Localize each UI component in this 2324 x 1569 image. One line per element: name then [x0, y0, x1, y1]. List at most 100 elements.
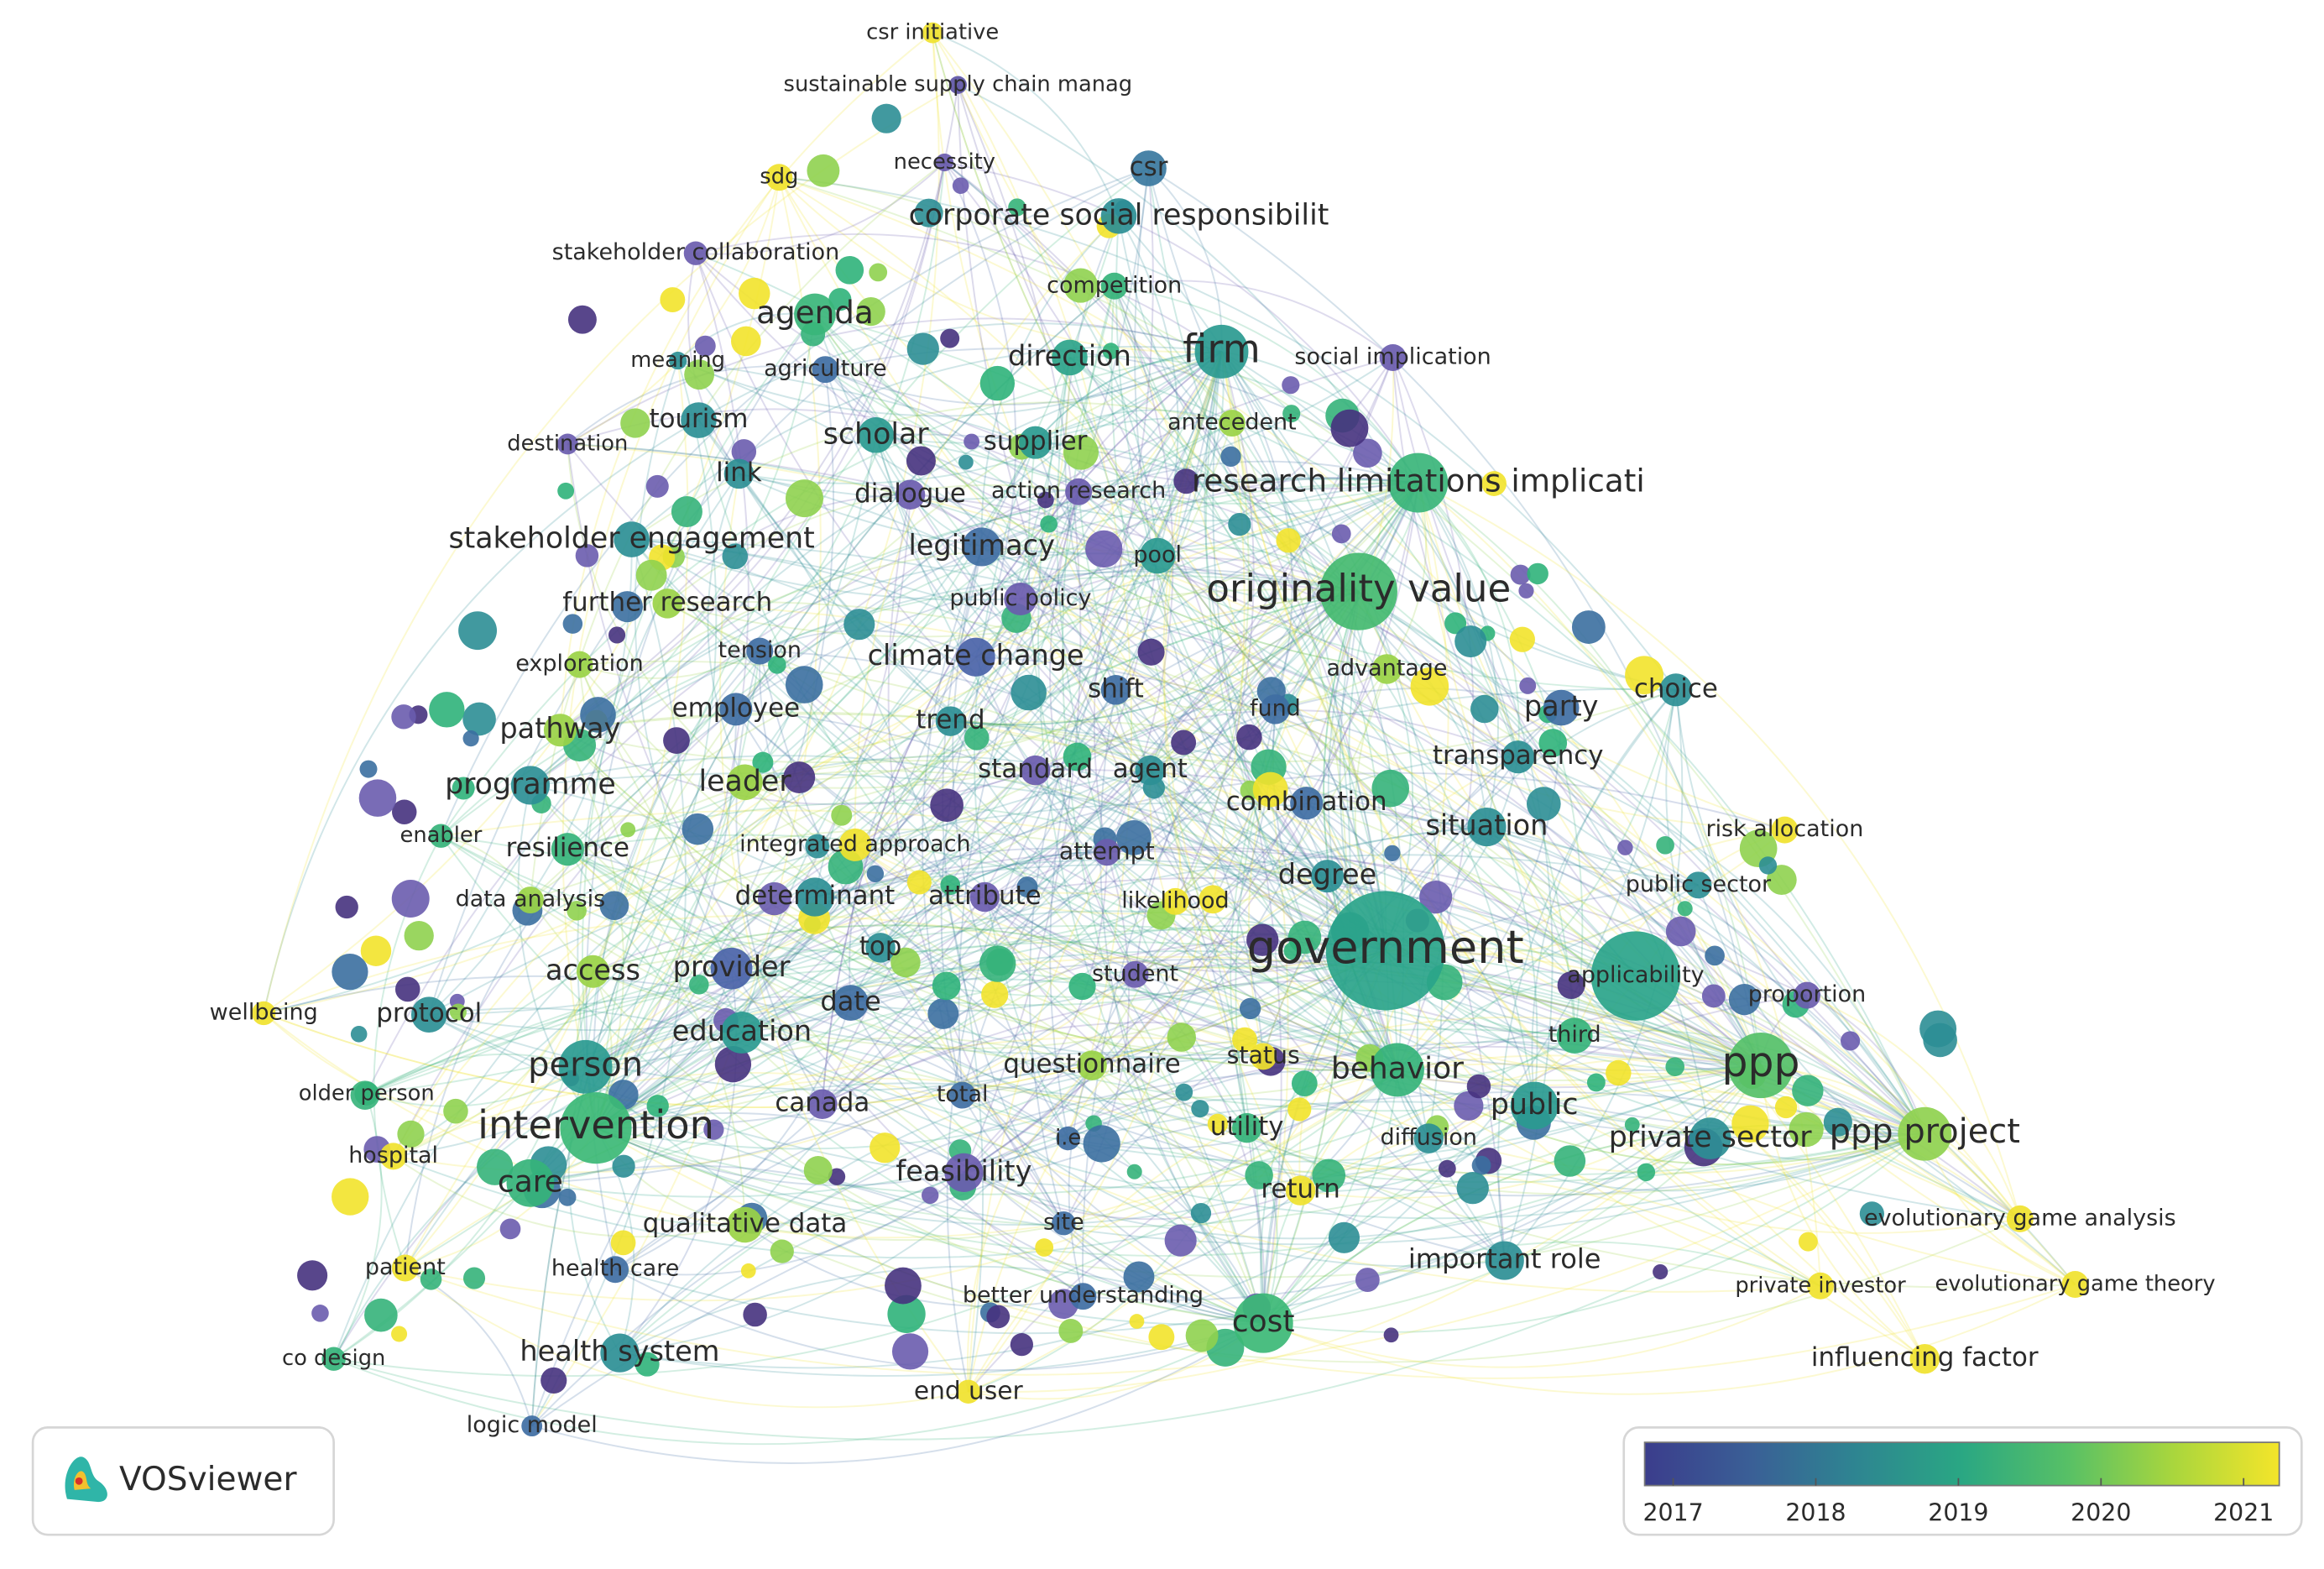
link [824, 369, 1419, 505]
network-node [1792, 1075, 1824, 1106]
network-node [541, 1367, 567, 1394]
network-node [1771, 816, 1799, 844]
network-node [1485, 1241, 1524, 1280]
link [932, 33, 1387, 952]
network-node [807, 154, 840, 187]
network-node [727, 1206, 763, 1243]
network-node [499, 1218, 521, 1240]
network-node [1228, 512, 1251, 536]
link [741, 709, 1277, 1033]
node-label: destination [507, 431, 628, 456]
network-node [1659, 673, 1693, 707]
network-node [964, 433, 980, 450]
link [530, 177, 822, 1427]
link [1020, 477, 1418, 600]
link [567, 351, 1223, 850]
network-node [1126, 1164, 1142, 1179]
network-node [1841, 1031, 1861, 1051]
link [974, 656, 1398, 1071]
network-node [1162, 887, 1189, 915]
network-node [969, 881, 1000, 913]
link [1056, 357, 1302, 1191]
link [961, 826, 1487, 1096]
node-label: student [1092, 960, 1178, 986]
node-label: resilience [506, 833, 629, 863]
network-node [1063, 268, 1099, 303]
network-node [452, 777, 475, 800]
network-node [948, 1081, 976, 1109]
link [1147, 167, 1223, 352]
network-node [1285, 1175, 1316, 1206]
link [593, 924, 1398, 1071]
link [530, 899, 1264, 1325]
network-node [1287, 1097, 1312, 1122]
node-label: scholar [823, 417, 929, 451]
network-node [1456, 1172, 1489, 1205]
network-node [1135, 755, 1166, 786]
node-label: programme [445, 767, 616, 801]
network-node [964, 725, 990, 751]
link [731, 422, 1233, 970]
network-node [1239, 997, 1261, 1020]
network-node [922, 1186, 939, 1205]
node-label: behavior [1331, 1051, 1464, 1085]
link [631, 401, 1233, 541]
link [393, 896, 816, 1158]
link [559, 32, 933, 730]
link [849, 1002, 1264, 1325]
link [961, 1095, 1264, 1325]
node-label: fund [1250, 695, 1301, 721]
link [1110, 285, 1398, 1071]
legend-tick-label: 2020 [2071, 1498, 2131, 1526]
network-node [1766, 865, 1797, 895]
network-node [1727, 1033, 1794, 1099]
network-node [252, 1001, 276, 1026]
network-node [891, 1333, 929, 1370]
link [567, 442, 1926, 1135]
link [614, 1172, 965, 1276]
node-label: supplier [984, 426, 1088, 457]
network-node [1011, 674, 1047, 711]
network-node [610, 1230, 636, 1256]
node-label: combination [1226, 787, 1387, 817]
node-label: access [546, 954, 640, 986]
link [850, 1002, 1925, 1197]
link [950, 590, 1360, 726]
link [530, 588, 1359, 901]
network-node [1245, 1161, 1273, 1190]
network-node [420, 1268, 442, 1290]
network-node [765, 164, 793, 191]
network-node [890, 947, 921, 978]
link [559, 730, 1264, 1058]
network-node [1008, 198, 1026, 217]
link [821, 590, 1360, 1105]
link [1397, 708, 1563, 1071]
network-node [684, 359, 715, 390]
link [592, 769, 1036, 972]
link [1221, 350, 1419, 484]
network-node [567, 305, 597, 334]
link [880, 667, 1387, 949]
link [957, 84, 1082, 1174]
link [1035, 442, 1387, 951]
network-node [683, 241, 708, 265]
node-label: ppp [1722, 1038, 1800, 1086]
network-node [1246, 923, 1279, 956]
network-node [1510, 1081, 1559, 1130]
network-node [1353, 438, 1382, 468]
network-node [1129, 1314, 1145, 1329]
link [1135, 943, 1762, 1066]
link [1037, 357, 1264, 1324]
link [741, 1032, 1762, 1163]
node-label: stakeholder engagement [448, 522, 814, 556]
network-node [1590, 931, 1681, 1021]
link [1262, 994, 1808, 1324]
network-node [979, 365, 1016, 401]
link [984, 877, 1925, 1135]
link [530, 482, 1419, 1426]
link [595, 491, 1080, 1129]
link [814, 897, 1264, 1325]
network-node [1037, 491, 1054, 509]
network-node [1684, 871, 1712, 899]
link [333, 1322, 1264, 1446]
